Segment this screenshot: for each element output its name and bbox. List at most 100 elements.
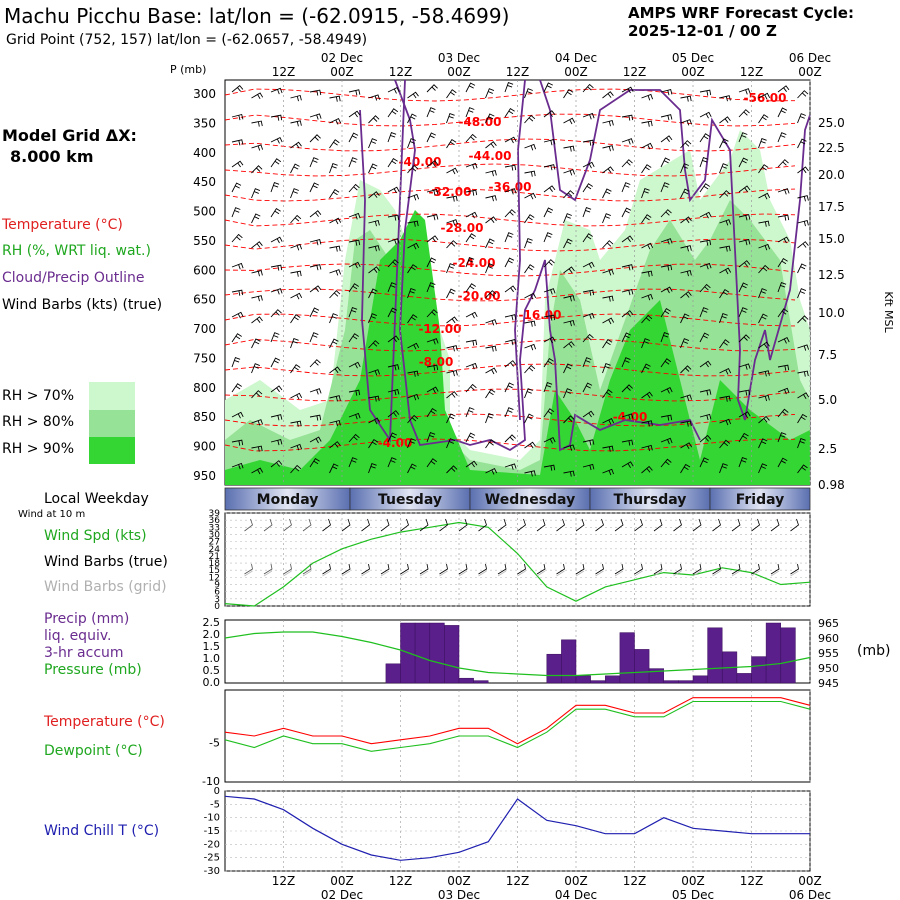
xsection-wind-barb	[368, 395, 380, 402]
xsection-wind-barb	[602, 445, 614, 452]
precip-bar	[634, 649, 650, 684]
wind-barb-grid	[302, 570, 312, 577]
xsection-wind-barb	[485, 345, 497, 352]
xsection-wind-barb	[446, 263, 455, 274]
xsection-wind-barb	[348, 110, 361, 118]
kft-tick-label: 15.0	[818, 232, 845, 246]
xsection-wind-barb	[543, 185, 556, 193]
xsection-wind-barb	[719, 463, 728, 474]
xsection-wind-barb	[719, 395, 731, 402]
xsection-wind-barb	[504, 82, 514, 93]
xsection-wind-barb	[758, 341, 770, 349]
xsection-wind-barb	[465, 82, 476, 93]
xsection-wind-barb	[699, 183, 710, 193]
xsection-wind-barb	[719, 163, 728, 174]
xsection-wind-barb	[426, 432, 436, 443]
xsection-wind-barb	[738, 411, 751, 419]
xsection-wind-barb	[563, 266, 575, 274]
top-tick-label: 12Z	[623, 65, 647, 79]
xsection-wind-barb	[758, 313, 768, 324]
xsection-wind-barb	[290, 188, 299, 199]
wind-barbs-grid-legend: Wind Barbs (grid)	[44, 579, 167, 595]
windchill-y-tick: -20	[204, 839, 220, 850]
cloud-legend: Cloud/Precip Outline	[2, 270, 145, 286]
xsection-wind-barb	[699, 239, 712, 246]
wind-at-label: Wind at 10 m	[18, 509, 86, 520]
kft-tick-label: 25.0	[818, 116, 845, 130]
kft-tick-label: 10.0	[818, 306, 845, 320]
xsection-wind-barb	[251, 144, 264, 151]
xsection-wind-barb	[309, 436, 322, 444]
xsection-wind-barb	[660, 386, 673, 394]
p-tick-label: 550	[193, 234, 216, 248]
xsection-wind-barb	[485, 113, 495, 124]
xsection-wind-barb	[504, 232, 514, 243]
xsection-wind-barb	[777, 457, 788, 468]
xsection-wind-barb	[387, 410, 400, 418]
xsection-wind-barb	[368, 191, 380, 199]
page-title: Machu Picchu Base: lat/lon = (-62.0915, …	[4, 4, 510, 28]
windchill-y-tick: -10	[204, 813, 220, 824]
xsection-wind-barb	[270, 288, 283, 295]
xsection-wind-barb	[660, 358, 672, 368]
wind-barb-grid	[478, 570, 487, 577]
wind-y-tick: 30	[209, 530, 221, 540]
rh80-label: RH > 80%	[2, 414, 75, 430]
xsection-wind-barb	[699, 434, 712, 443]
xsection-wind-barb	[407, 264, 418, 274]
xsection-wind-barb	[387, 457, 397, 468]
xsection-wind-barb	[719, 138, 729, 149]
wind-chill-chart: 0 -5 -10 -15 -20 -25 -30	[204, 786, 811, 877]
xsection-wind-barb	[524, 292, 537, 300]
precip-legend: Precip (mm)	[44, 611, 130, 627]
xsection-wind-barb	[641, 391, 653, 399]
xsection-wind-barb	[368, 163, 378, 174]
xsection-wind-barb	[699, 133, 710, 143]
wind-barb	[536, 518, 546, 575]
xsection-wind-barb	[368, 463, 377, 474]
xsection-wind-barb	[426, 132, 436, 143]
xsection-wind-barb	[485, 467, 498, 475]
p-tick-label: 450	[193, 175, 216, 189]
xsection-wind-barb	[504, 188, 517, 195]
xsection-wind-barb	[602, 363, 611, 374]
isotherm-label: -56.00	[744, 91, 787, 105]
precip-bar	[765, 622, 781, 684]
xsection-wind-barb	[426, 257, 437, 268]
wind-barb	[770, 518, 780, 575]
xsection-wind-barb	[563, 320, 575, 327]
xsection-wind-barb	[738, 363, 751, 370]
xsection-wind-barb	[426, 214, 439, 221]
bottom-tick-label: 12Z	[506, 874, 530, 888]
xsection-wind-barb	[348, 239, 361, 246]
xsection-wind-barb	[348, 89, 361, 96]
xsection-wind-barb	[485, 413, 494, 424]
p-tick-label: 850	[193, 410, 216, 424]
xsection-wind-barb	[738, 260, 751, 268]
temperature-series	[224, 697, 811, 745]
xsection-wind-barb	[231, 462, 244, 470]
xsection-wind-barb	[251, 445, 263, 452]
xsection-wind-barb	[621, 413, 634, 420]
pressure-y-tick: 945	[818, 677, 839, 690]
xsection-wind-barb	[446, 345, 458, 352]
wind-barb-grid	[751, 570, 760, 577]
xsection-wind-barb	[231, 439, 244, 446]
xsection-wind-barb	[329, 95, 341, 102]
xsection-wind-barb	[270, 236, 283, 244]
xsection-wind-barb	[290, 270, 302, 277]
xsection-wind-barb	[485, 367, 498, 375]
xsection-wind-barb	[329, 269, 342, 276]
xsection-wind-barb	[563, 470, 575, 477]
xsection-wind-barb	[407, 91, 419, 99]
xsection-wind-barb	[504, 107, 515, 118]
xsection-wind-barb	[641, 338, 650, 349]
xsection-wind-barb	[290, 141, 302, 149]
isotherm-label: -28.00	[441, 221, 484, 235]
xsection-wind-barb	[348, 283, 359, 293]
kft-tick-label: 7.5	[818, 348, 837, 362]
xsection-wind-barb	[270, 207, 281, 218]
precip-bar	[385, 663, 401, 684]
xsection-wind-barb	[270, 87, 283, 95]
xsection-wind-barb	[758, 114, 769, 124]
